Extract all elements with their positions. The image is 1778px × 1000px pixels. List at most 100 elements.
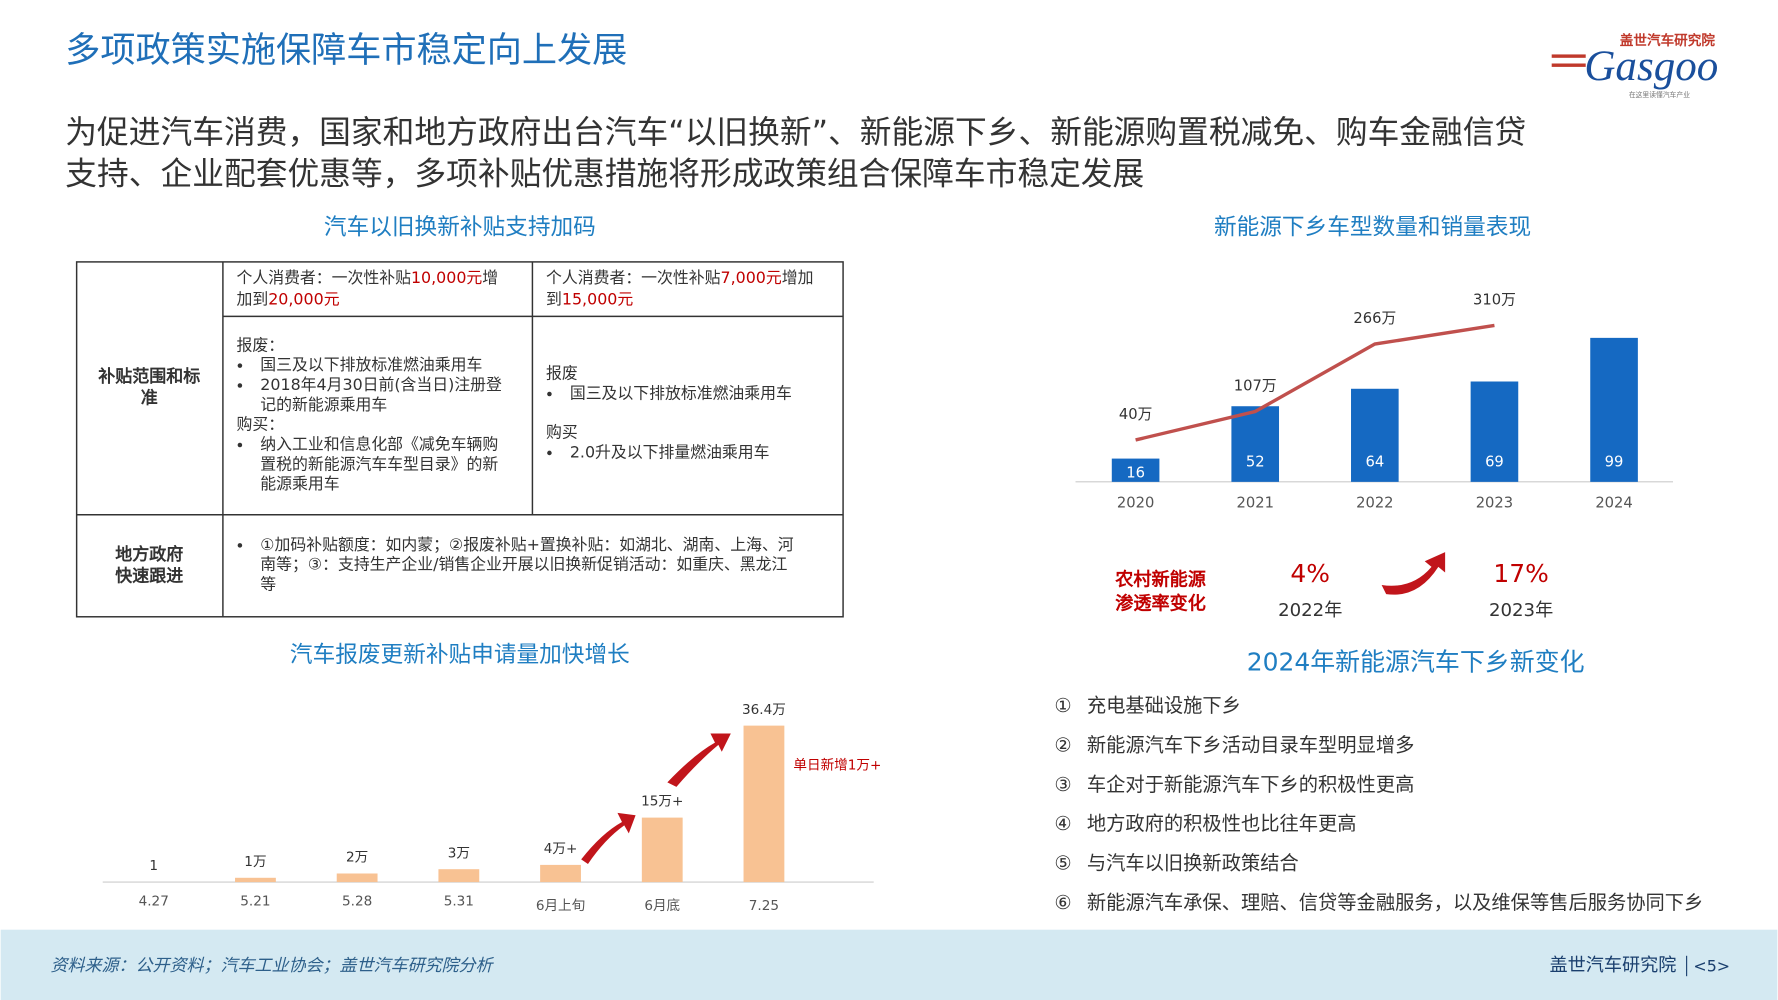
bar-label: 52 xyxy=(1246,454,1265,471)
bar xyxy=(336,873,378,883)
header-text: 增加 xyxy=(782,267,814,286)
header-text: 到 xyxy=(546,289,562,308)
header-cell: 个人消费者：一次性补贴10,000元增 xyxy=(237,267,499,286)
bar xyxy=(235,877,276,883)
cell-text: 南等；③：支持生产企业/销售企业开展以旧换新促销活动：如重庆、黑龙江 xyxy=(260,555,787,574)
header-cell: 个人消费者：一次性补贴7,000元增加 xyxy=(546,267,813,286)
x-tick-label: 4.27 xyxy=(139,893,169,909)
table-grid xyxy=(75,261,844,618)
x-tick-label: 7.25 xyxy=(749,898,779,914)
list-number: ⑤ xyxy=(1054,852,1071,875)
bullet xyxy=(237,442,243,448)
x-tick-label: 5.28 xyxy=(342,893,372,909)
list-number: ④ xyxy=(1054,812,1071,835)
footer-source: 资料来源：公开资料；汽车工业协会；盖世汽车研究院分析 xyxy=(51,956,495,976)
section-title: 2024年新能源汽车下乡新变化 xyxy=(1247,647,1585,676)
title: 多项政策实施保障车市稳定向上发展 xyxy=(65,30,627,71)
data-label: 40万 xyxy=(1119,406,1152,423)
logo-stripe xyxy=(1551,63,1586,67)
bar xyxy=(540,864,581,883)
bar xyxy=(743,725,785,883)
penetration-year: 2023年 xyxy=(1489,600,1553,621)
list-text: 充电基础设施下乡 xyxy=(1087,694,1241,717)
bullet xyxy=(237,383,243,388)
penetration-value: 4% xyxy=(1290,559,1330,588)
list-number: ① xyxy=(1054,694,1071,717)
cell-text: 2018年4月30日前(含当日)注册登 xyxy=(260,375,502,394)
bar xyxy=(641,817,683,883)
x-tick-label: 6月底 xyxy=(644,898,680,914)
chart-title: 汽车报废更新补贴申请量加快增长 xyxy=(290,642,630,668)
bullet xyxy=(547,450,552,456)
bullet xyxy=(237,543,243,548)
intro: 支持、企业配套优惠等，多项补贴优惠措施将形成政策组合保障车市稳定发展 xyxy=(65,157,1144,193)
bar xyxy=(1590,337,1638,482)
header-text: 15,000元 xyxy=(562,289,633,308)
bar-label: 16 xyxy=(1126,464,1145,481)
cell-text: 能源乘用车 xyxy=(260,474,339,493)
cell-text: 纳入工业和信息化部《减免车辆购 xyxy=(260,435,498,454)
footer-band xyxy=(0,929,1778,1000)
logo: Gasgoo xyxy=(1584,43,1718,90)
x-tick-label: 5.31 xyxy=(444,893,474,909)
growth-arrows xyxy=(581,552,1446,864)
list-text: 与汽车以旧换新政策结合 xyxy=(1087,852,1299,875)
list-text: 新能源汽车下乡活动目录车型明显增多 xyxy=(1087,733,1415,756)
x-tick-label: 2020 xyxy=(1117,494,1154,511)
x-tick-label: 5.21 xyxy=(240,893,270,909)
cell-heading: 购买： xyxy=(237,415,285,434)
logo-org: 盖世汽车研究院 xyxy=(1620,32,1716,49)
bar-label: 64 xyxy=(1365,454,1384,471)
data-label: 2万 xyxy=(346,850,368,866)
header-text: 增 xyxy=(482,267,498,286)
penetration-label: 农村新能源 xyxy=(1114,568,1206,590)
bar-label: 69 xyxy=(1485,454,1504,471)
header-cell: 到15,000元 xyxy=(546,289,633,308)
list-number: ⑥ xyxy=(1054,891,1071,914)
x-tick-label: 2021 xyxy=(1236,494,1273,511)
data-label: 266万 xyxy=(1353,310,1396,327)
row-label: 地方政府 xyxy=(115,544,183,565)
list-text: 车企对于新能源汽车下乡的积极性更高 xyxy=(1087,773,1415,796)
penetration-value: 17% xyxy=(1493,559,1548,588)
bar xyxy=(1470,381,1519,482)
section-title: 汽车以旧换新补贴支持加码 xyxy=(324,214,596,240)
footer-page: <5> xyxy=(1693,957,1730,976)
header-text: 加到 xyxy=(237,289,269,308)
header-text: 20,000元 xyxy=(268,289,339,308)
cell-text: 置税的新能源汽车车型目录》的新 xyxy=(260,454,498,473)
data-label: 107万 xyxy=(1234,378,1277,395)
list-number: ② xyxy=(1054,733,1071,756)
header-cell: 加到20,000元 xyxy=(237,289,340,308)
data-label: 1 xyxy=(149,858,158,874)
header-text: 个人消费者：一次性补贴 xyxy=(546,267,721,286)
bar xyxy=(1351,388,1399,482)
line xyxy=(1135,323,1495,442)
chart-title: 新能源下乡车型数量和销量表现 xyxy=(1214,214,1531,240)
x-tick-label: 2024 xyxy=(1595,494,1632,511)
footer-org: 盖世汽车研究院 xyxy=(1550,955,1677,976)
bullet xyxy=(237,363,243,368)
intro: 为促进汽车消费，国家和地方政府出台汽车“以旧换新”、新能源下乡、新能源购置税减免… xyxy=(65,115,1526,151)
bar-label: 99 xyxy=(1605,454,1624,471)
data-label: 15万+ xyxy=(641,794,683,810)
bar xyxy=(1231,406,1280,482)
list-text: 新能源汽车承保、理赔、信贷等金融服务，以及维保等售后服务协同下乡 xyxy=(1087,891,1704,914)
x-tick-label: 2022 xyxy=(1356,494,1393,511)
cell-heading: 报废： xyxy=(237,335,285,354)
x-tick-label: 6月上旬 xyxy=(536,898,585,914)
logo-stripe xyxy=(1551,54,1586,58)
x-tick-label: 2023 xyxy=(1476,494,1513,511)
penetration-year: 2022年 xyxy=(1278,600,1342,621)
list-text: 地方政府的积极性也比往年更高 xyxy=(1087,812,1357,835)
data-label: 36.4万 xyxy=(742,702,786,718)
header-text: 个人消费者：一次性补贴 xyxy=(237,267,412,286)
cell-heading: 购买 xyxy=(546,423,578,442)
header-text: 10,000元 xyxy=(411,267,482,286)
cell-text: 记的新能源乘用车 xyxy=(260,395,387,414)
logo-slogan: 在这里读懂汽车产业 xyxy=(1629,90,1690,99)
bar xyxy=(438,869,480,883)
